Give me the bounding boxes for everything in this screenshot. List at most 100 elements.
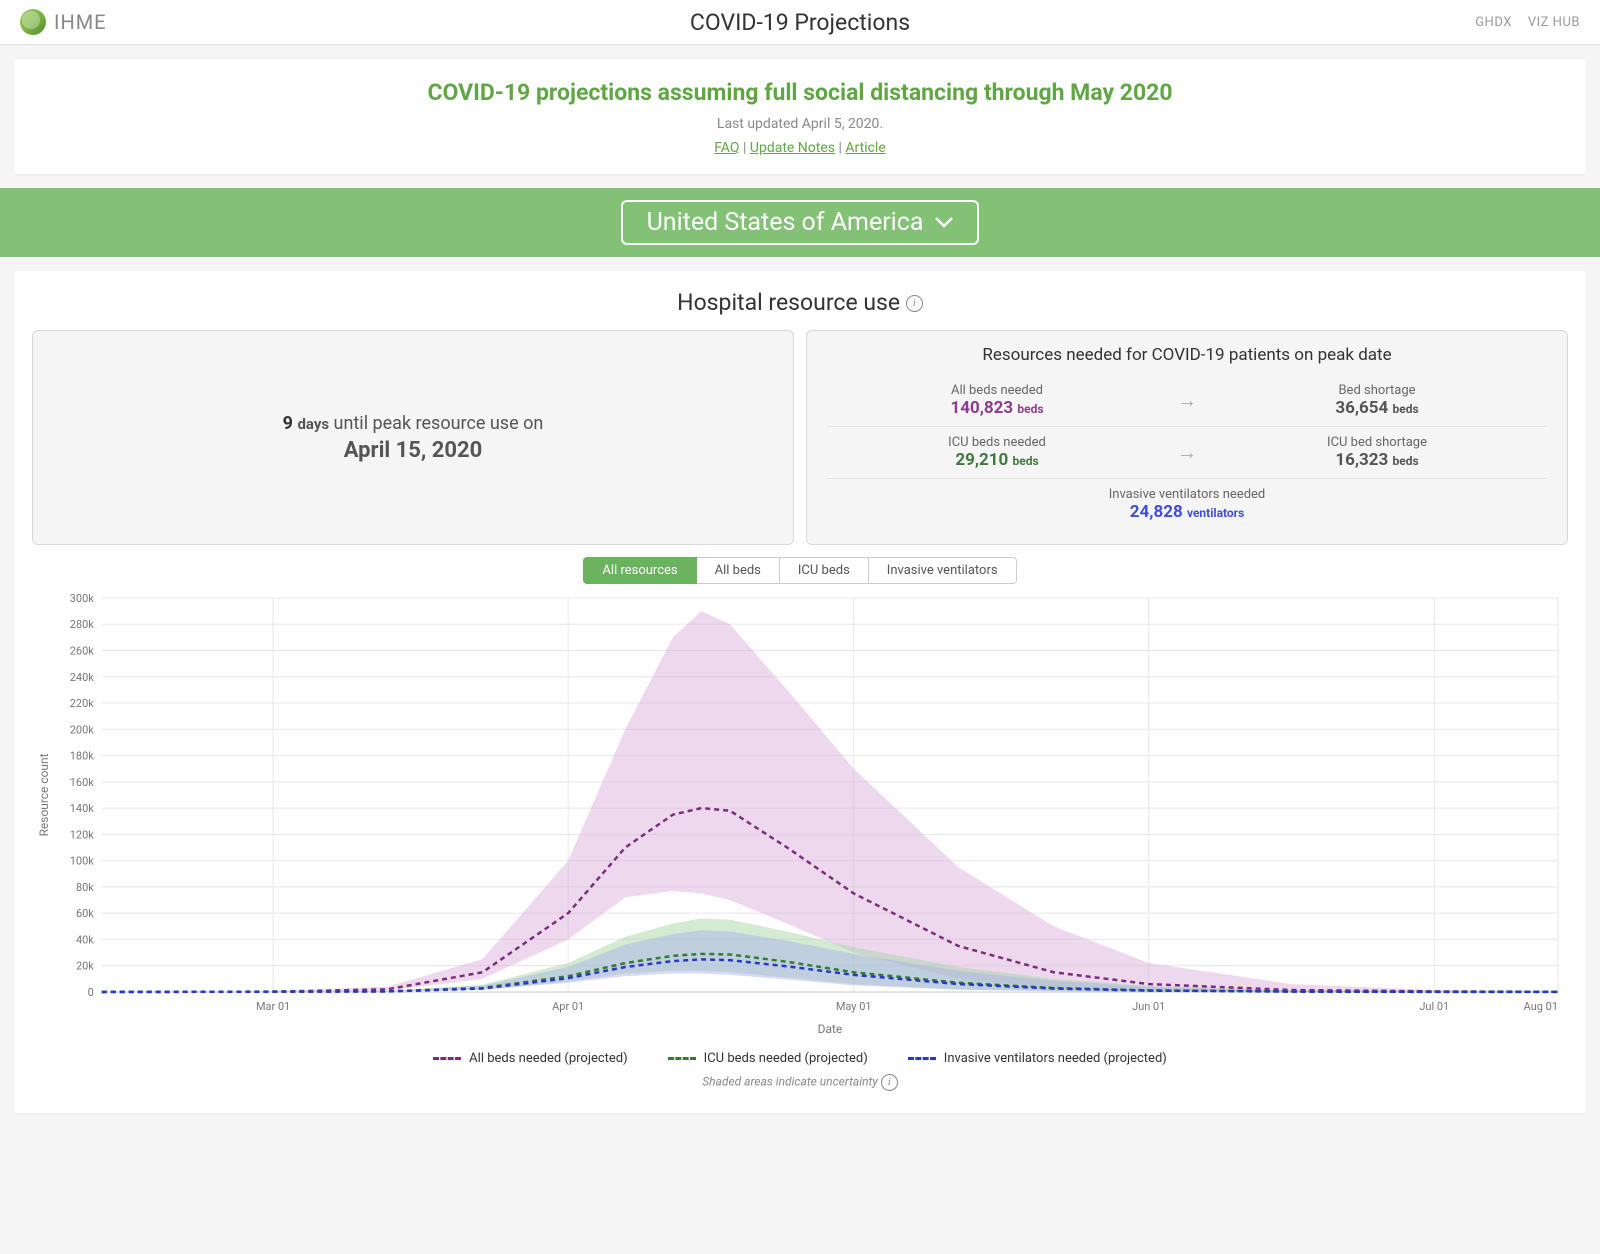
resource-label: ICU beds needed (827, 435, 1167, 450)
info-icon[interactable]: i (881, 1074, 898, 1091)
y-tick-label: 240k (70, 671, 94, 684)
region-selected-label: United States of America (647, 208, 924, 237)
peak-line-1: 9 days until peak resource use on (283, 413, 544, 434)
resource-needed: ICU beds needed29,210 beds (827, 435, 1167, 470)
legend-swatch-icon (433, 1057, 461, 1060)
y-tick-label: 0 (88, 986, 94, 999)
tab-invasive-ventilators[interactable]: Invasive ventilators (869, 557, 1017, 584)
link-update-notes[interactable]: Update Notes (750, 140, 835, 156)
link-faq[interactable]: FAQ (714, 140, 739, 156)
y-tick-label: 40k (76, 933, 94, 946)
hero-links: FAQ | Update Notes | Article (34, 140, 1566, 156)
top-links: GHDX VIZ HUB (1475, 15, 1580, 30)
brand-name: IHME (54, 10, 107, 34)
card-resources: Resources needed for COVID-19 patients o… (806, 330, 1568, 545)
chart-footnote: Shaded areas indicate uncertainty i (32, 1074, 1568, 1091)
y-axis-label: Resource count (37, 753, 51, 836)
legend-item[interactable]: All beds needed (projected) (433, 1051, 628, 1066)
legend-label: Invasive ventilators needed (projected) (944, 1051, 1167, 1066)
resource-shortage: ICU bed shortage16,323 beds (1207, 435, 1547, 470)
hero-panel: COVID-19 projections assuming full socia… (14, 59, 1586, 174)
legend-item[interactable]: ICU beds needed (projected) (668, 1051, 868, 1066)
shortage-unit: beds (1393, 402, 1419, 416)
x-tick-label: Apr 01 (552, 1000, 584, 1013)
arrow-right-icon: → (1167, 388, 1207, 413)
page-title: COVID-19 Projections (690, 9, 910, 36)
main-panel: Hospital resource use i 9 days until pea… (14, 271, 1586, 1113)
brand[interactable]: IHME (20, 9, 107, 35)
panel-title-text: Hospital resource use (677, 289, 900, 316)
shortage-label: Bed shortage (1207, 383, 1547, 398)
resource-label: All beds needed (827, 383, 1167, 398)
x-tick-label: Aug 01 (1524, 1000, 1558, 1013)
link-ghdx[interactable]: GHDX (1475, 15, 1512, 30)
link-vizhub[interactable]: VIZ HUB (1528, 15, 1580, 30)
y-tick-label: 300k (70, 592, 94, 605)
link-article[interactable]: Article (845, 140, 885, 156)
resources-title: Resources needed for COVID-19 patients o… (827, 345, 1547, 365)
y-tick-label: 140k (70, 802, 94, 815)
resource-row: All beds needed140,823 beds→Bed shortage… (827, 375, 1547, 427)
resource-unit: beds (1013, 454, 1039, 468)
resource-unit: ventilators (1187, 506, 1244, 520)
y-tick-label: 220k (70, 697, 94, 710)
y-tick-label: 120k (70, 828, 94, 841)
arrow-right-icon: → (1167, 440, 1207, 465)
top-bar: IHME COVID-19 Projections GHDX VIZ HUB (0, 0, 1600, 45)
shortage-unit: beds (1393, 454, 1419, 468)
y-tick-label: 260k (70, 644, 94, 657)
panel-title: Hospital resource use i (32, 289, 1568, 316)
resource-needed: Invasive ventilators needed24,828 ventil… (827, 487, 1547, 522)
legend-swatch-icon (668, 1057, 696, 1060)
info-icon[interactable]: i (906, 295, 923, 312)
chart-tabs: All resourcesAll bedsICU bedsInvasive ve… (32, 557, 1568, 584)
resource-needed: All beds needed140,823 beds (827, 383, 1167, 418)
peak-line-rest: until peak resource use on (329, 413, 543, 434)
tab-all-resources[interactable]: All resources (583, 557, 696, 584)
chart-container: 020k40k60k80k100k120k140k160k180k200k220… (32, 588, 1568, 1041)
x-axis-label: Date (818, 1022, 843, 1036)
resource-value: 24,828 ventilators (827, 502, 1547, 522)
resource-chart: 020k40k60k80k100k120k140k160k180k200k220… (32, 588, 1568, 1037)
shortage-value: 16,323 beds (1207, 450, 1547, 470)
tab-all-beds[interactable]: All beds (697, 557, 780, 584)
y-tick-label: 180k (70, 750, 94, 763)
shortage-value: 36,654 beds (1207, 398, 1547, 418)
peak-date: April 15, 2020 (344, 438, 483, 463)
x-tick-label: Mar 01 (256, 1000, 290, 1013)
x-tick-label: Jul 01 (1419, 1000, 1449, 1013)
sep: | (740, 140, 750, 156)
resource-label: Invasive ventilators needed (827, 487, 1547, 502)
legend-label: ICU beds needed (projected) (704, 1051, 868, 1066)
x-tick-label: May 01 (836, 1000, 872, 1013)
y-tick-label: 200k (70, 723, 94, 736)
chart-legend: All beds needed (projected) ICU beds need… (32, 1051, 1568, 1066)
chevron-down-icon (935, 217, 953, 228)
y-tick-label: 280k (70, 618, 94, 631)
legend-item[interactable]: Invasive ventilators needed (projected) (908, 1051, 1167, 1066)
region-bar: United States of America (0, 188, 1600, 257)
brand-logo-icon (20, 9, 46, 35)
y-tick-label: 60k (76, 907, 94, 920)
footnote-text: Shaded areas indicate uncertainty (702, 1075, 878, 1089)
peak-days-unit: days (297, 415, 329, 433)
peak-days: 9 (283, 413, 293, 434)
resource-shortage: Bed shortage36,654 beds (1207, 383, 1547, 418)
resources-rows: All beds needed140,823 beds→Bed shortage… (827, 375, 1547, 530)
y-tick-label: 80k (76, 881, 94, 894)
x-tick-label: Jun 01 (1132, 1000, 1165, 1013)
legend-label: All beds needed (projected) (469, 1051, 628, 1066)
tab-icu-beds[interactable]: ICU beds (780, 557, 869, 584)
sep: | (835, 140, 845, 156)
y-tick-label: 160k (70, 776, 94, 789)
resource-row: Invasive ventilators needed24,828 ventil… (827, 479, 1547, 530)
hero-headline: COVID-19 projections assuming full socia… (34, 79, 1566, 106)
legend-swatch-icon (908, 1057, 936, 1060)
region-select[interactable]: United States of America (621, 200, 980, 245)
resource-value: 140,823 beds (827, 398, 1167, 418)
shortage-label: ICU bed shortage (1207, 435, 1547, 450)
summary-cards: 9 days until peak resource use on April … (32, 330, 1568, 545)
resource-value: 29,210 beds (827, 450, 1167, 470)
resource-row: ICU beds needed29,210 beds→ICU bed short… (827, 427, 1547, 479)
hero-updated: Last updated April 5, 2020. (34, 116, 1566, 132)
